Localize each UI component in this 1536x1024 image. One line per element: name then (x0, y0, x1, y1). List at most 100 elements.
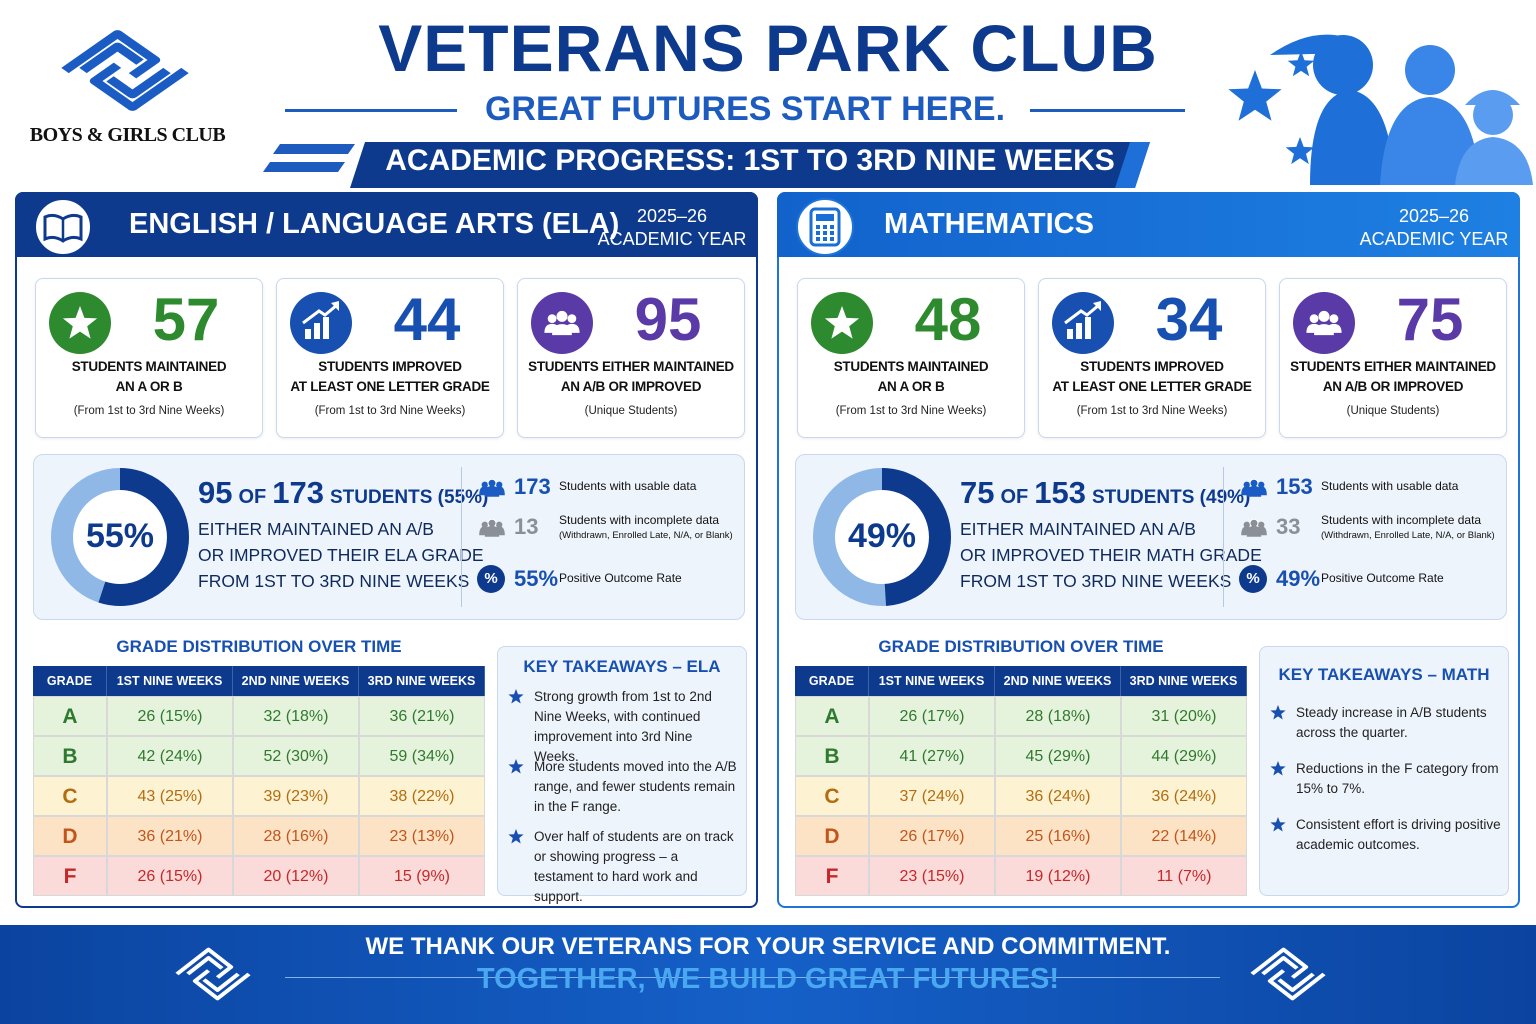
table-cell: 15 (9%) (359, 856, 485, 896)
icon-shape (1309, 314, 1319, 323)
icon-shape (79, 42, 144, 74)
icon-shape (484, 525, 500, 537)
summary-line: FROM 1ST TO 3RD NINE WEEKS (960, 571, 1232, 591)
subject-panel: MATHEMATICS 2025–26 ACADEMIC YEAR 48 STUDENT… (777, 192, 1520, 908)
banner-shape (263, 142, 1150, 188)
fact-value: 55% (514, 566, 559, 591)
icon-shape (1277, 972, 1315, 992)
summary-line: OR IMPROVED THEIR MATH GRADE (960, 545, 1262, 565)
takeaways-title: KEY TAKEAWAYS – ELA (523, 657, 721, 676)
icon-shape (1052, 292, 1114, 354)
fact-note: (Withdrawn, Enrolled Late, N/A, or Blank… (559, 530, 733, 541)
stat-label: AN A/B OR IMPROVED (1322, 379, 1464, 394)
icon-shape (1267, 969, 1326, 1001)
panel-header (777, 192, 1520, 257)
year-label: ACADEMIC YEAR (597, 229, 747, 249)
year-label: ACADEMIC YEAR (1359, 229, 1509, 249)
icon-shape (350, 142, 1150, 188)
takeaways-title: KEY TAKEAWAYS – MATH (1278, 665, 1490, 684)
footer: WE THANK OUR VETERANS FOR YOUR SERVICE A… (0, 925, 1536, 1024)
grade-letter: A (33, 696, 107, 736)
logo-mark (61, 30, 189, 111)
stat-note: (From 1st to 3rd Nine Weeks) (73, 405, 225, 417)
headline: 75 OF 153 STUDENTS (49%) (960, 475, 1256, 511)
icon-shape (1115, 142, 1150, 188)
icon-shape (1455, 90, 1533, 185)
stat-icon (811, 292, 873, 354)
summary-line: FROM 1ST TO 3RD NINE WEEKS (198, 571, 470, 591)
icon-shape (1246, 485, 1262, 497)
icon-shape (552, 324, 572, 336)
stat-note: (Unique Students) (584, 405, 678, 417)
stat-icon (531, 292, 593, 354)
icon-shape (1380, 45, 1480, 185)
veteran-silhouettes (1228, 34, 1533, 185)
icon-shape (547, 314, 557, 323)
takeaways-box: KEY TAKEAWAYS – ELA Strong growth from 1s… (497, 646, 747, 904)
stat-label: AN A OR B (877, 379, 945, 394)
headline-of: OF (238, 486, 267, 508)
tagline-rule-right (1030, 109, 1185, 112)
icon-shape (1270, 705, 1286, 720)
headline-count: 95 (198, 475, 233, 510)
table-cell: 23 (13%) (359, 816, 485, 856)
icon-shape (531, 292, 593, 354)
icon-shape (323, 317, 329, 339)
headline-total: 153 (1034, 475, 1086, 510)
icon-shape (823, 225, 827, 229)
stat-icon (290, 292, 352, 354)
icon-shape (61, 30, 189, 111)
stat-icon (1052, 292, 1114, 354)
stat-label: STUDENTS EITHER MAINTAINED (528, 359, 734, 374)
bullet-star (1270, 761, 1286, 776)
icon-shape (484, 485, 500, 497)
table-cell: 59 (34%) (359, 736, 485, 776)
donut (813, 468, 951, 606)
fact-icon-circle (477, 565, 505, 593)
fact-icon-text: % (1246, 570, 1260, 587)
icon-shape (1067, 329, 1073, 339)
grade-letter: F (33, 856, 107, 896)
stat-note: (Unique Students) (1346, 405, 1440, 417)
fact-icon (1241, 478, 1267, 497)
icon-shape (1465, 90, 1520, 105)
stat-card: 57 STUDENTS MAINTAINED AN A OR B (From 1st … (35, 278, 263, 438)
takeaway-item: More students moved into the A/B range, … (534, 759, 737, 814)
icon-shape (1067, 317, 1091, 339)
table-header-cell: GRADE (33, 666, 107, 696)
icon-shape (1405, 45, 1455, 95)
icon-shape (1270, 817, 1286, 832)
table-cell: 41 (27%) (869, 736, 995, 776)
stat-value: 34 (1155, 286, 1223, 353)
icon-shape (43, 213, 83, 243)
icon-shape (508, 759, 524, 774)
fact-icon (479, 478, 505, 497)
table-cell: 23 (15%) (869, 856, 995, 896)
fact-text: Students with incomplete data (559, 513, 720, 527)
stat-label: AN A/B OR IMPROVED (560, 379, 702, 394)
icon-shape (1380, 97, 1480, 185)
banner-text: ACADEMIC PROGRESS: 1ST TO 3RD NINE WEEKS (385, 144, 1115, 177)
icon-shape (1314, 324, 1334, 336)
table-header-cell: 2ND NINE WEEKS (233, 666, 359, 696)
icon-shape (830, 237, 834, 241)
subject-title: MATHEMATICS (884, 208, 1094, 240)
grade-table: GRADE 1ST NINE WEEKS 2ND NINE WEEKS 3RD NIN… (33, 666, 485, 896)
summary-line: OR IMPROVED THEIR ELA GRADE (198, 545, 484, 565)
stat-label: STUDENTS MAINTAINED (833, 359, 989, 374)
icon-shape (1228, 70, 1282, 121)
table-cell: 26 (17%) (869, 696, 995, 736)
icon-shape (1285, 137, 1315, 165)
stat-label: AT LEAST ONE LETTER GRADE (1052, 379, 1252, 394)
grade-letter: D (33, 816, 107, 856)
table-cell: 36 (24%) (995, 776, 1121, 816)
subject-title: ENGLISH / LANGUAGE ARTS (ELA) (129, 208, 620, 240)
icon-shape (1064, 303, 1100, 325)
icon-shape (1250, 947, 1326, 1001)
fact-value: 13 (514, 514, 539, 539)
headline-count: 75 (960, 475, 995, 510)
fact-icon (479, 518, 505, 537)
headline-total: 173 (272, 475, 324, 510)
donut-arc (51, 468, 189, 606)
